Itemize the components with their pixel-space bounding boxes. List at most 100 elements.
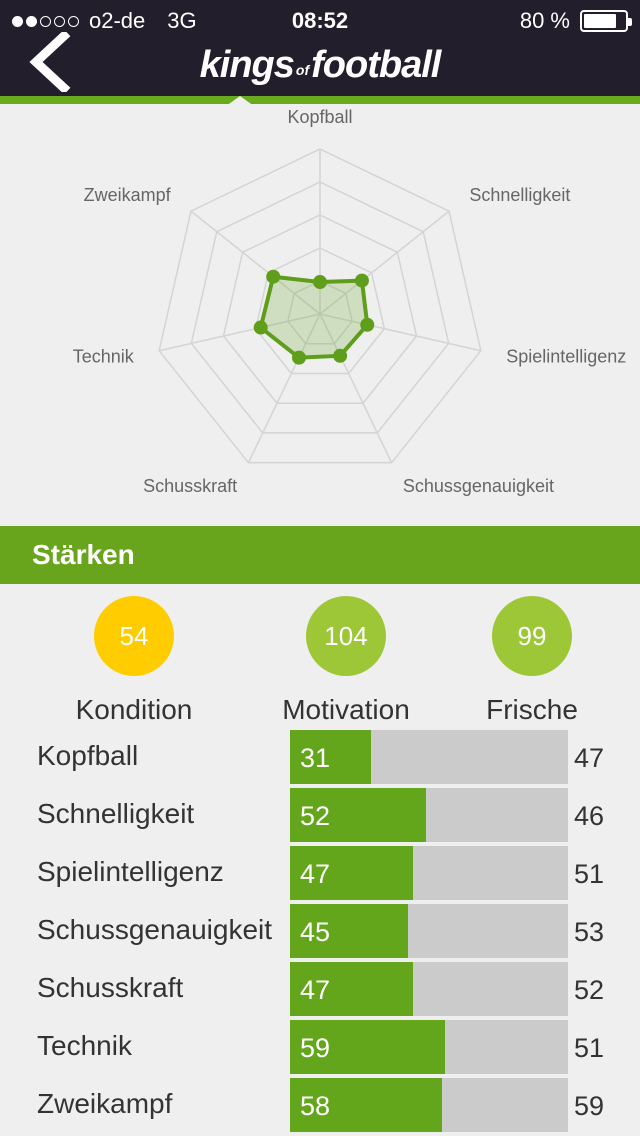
app-logo: kings offootball: [0, 44, 640, 87]
header-notch: [226, 96, 254, 106]
radar-point: [266, 269, 281, 284]
stat-kondition-circle: 54: [94, 596, 174, 676]
radar-axis-label: Schussgenauigkeit: [403, 476, 554, 496]
radar-axis-line: [319, 210, 450, 315]
stat-motivation-label: Motivation: [282, 694, 410, 725]
radar-axis-line: [319, 313, 393, 463]
radar-point: [291, 350, 306, 365]
bar-track: 59: [290, 1020, 568, 1074]
bar-label: Kopfball: [37, 740, 139, 771]
battery-info: 80 %: [519, 8, 632, 34]
radar-series-area: [258, 274, 370, 360]
bar-track: 47: [290, 962, 568, 1016]
bar-label: Technik: [37, 1030, 132, 1061]
signal-dot: [54, 15, 65, 27]
battery-level: [584, 14, 616, 28]
header-accent-strip: [0, 96, 640, 104]
signal-strength-icon: [12, 15, 79, 27]
radar-axis-label: Kopfball: [287, 107, 352, 127]
bar-value: 31: [300, 743, 331, 773]
bar-row: Schnelligkeit 52 46: [0, 788, 640, 846]
bar-track: 31: [290, 730, 568, 784]
radar-axis-line: [247, 313, 321, 463]
network-type: 3G: [167, 8, 197, 33]
bar-compare-value: 47: [574, 743, 605, 773]
radar-axis-label: Technik: [73, 347, 135, 367]
logo-football: football: [311, 44, 441, 86]
bar-fill: 59: [290, 1020, 445, 1074]
radar-grid-ring: [158, 148, 482, 464]
bar-value: 52: [300, 801, 331, 831]
logo-kings: kings: [199, 44, 295, 86]
bar-fill: 52: [290, 788, 427, 842]
stat-frische-circle: 99: [492, 596, 572, 676]
stat-frische: 99 Frische: [432, 596, 632, 726]
stat-frische-label: Frische: [486, 694, 578, 725]
bar-track: 45: [290, 904, 568, 958]
radar-axis-label: Spielintelligenz: [506, 347, 626, 367]
bar-value: 59: [300, 1033, 331, 1063]
radar-axis-label: Zweikampf: [84, 185, 172, 205]
bar-fill: 45: [290, 904, 409, 958]
radar-grid-ring: [222, 214, 418, 404]
bar-value: 47: [300, 975, 331, 1005]
bar-fill: 58: [290, 1078, 443, 1132]
bar-row: Schusskraft 47 52: [0, 962, 640, 1020]
radar-grid-ring: [190, 181, 450, 434]
status-time: 08:52: [291, 8, 349, 33]
bar-label: Zweikampf: [37, 1088, 173, 1119]
app-header: o2-de 3G 08:52 80 % kings offootball: [0, 0, 640, 96]
status-bar: o2-de 3G 08:52 80 %: [0, 0, 640, 40]
battery-percent: 80 %: [519, 8, 570, 33]
radar-grid-ring: [254, 247, 386, 375]
carrier-name: o2-de: [89, 8, 146, 33]
bar-value: 47: [300, 859, 331, 889]
battery-icon: [580, 10, 632, 32]
radar-point: [360, 317, 375, 332]
attribute-radar-chart: Kopfball Schnelligkeit Spielintelligenz Sch…: [73, 107, 627, 496]
stat-motivation-circle: 104: [306, 596, 386, 676]
section-title-staerken: Stärken: [0, 526, 640, 584]
chevron-left-icon: [29, 29, 71, 95]
radar-grid-ring: [287, 280, 353, 345]
bar-track: 47: [290, 846, 568, 900]
radar-axis-line: [158, 313, 321, 352]
bar-label: Spielintelligenz: [37, 856, 224, 887]
bar-row: Kopfball 31 47: [0, 730, 640, 788]
stat-kondition: 54 Kondition: [34, 596, 234, 726]
bar-compare-value: 51: [574, 859, 605, 889]
carrier-info: o2-de 3G: [12, 8, 197, 34]
bar-track: 52: [290, 788, 568, 842]
bar-fill: 47: [290, 962, 414, 1016]
bar-row: Zweikampf 58 59: [0, 1078, 640, 1136]
back-button[interactable]: [28, 29, 72, 95]
signal-dot: [26, 15, 37, 27]
bar-row: Technik 59 51: [0, 1020, 640, 1078]
attribute-bar-list: Kopfball 31 47 Schnelligkeit 52 46 Spielintell…: [0, 730, 640, 1136]
radar-point: [253, 320, 268, 335]
stat-circles: 54 Kondition 104 Motivation 99 Frische: [0, 596, 640, 726]
bar-row: Schussgenauigkeit 45 53: [0, 904, 640, 962]
bar-label: Schnelligkeit: [37, 798, 195, 829]
radar-point: [333, 348, 348, 363]
stat-motivation: 104 Motivation: [246, 596, 446, 726]
bar-compare-value: 46: [574, 801, 605, 831]
radar-axis-label: Schusskraft: [143, 476, 237, 496]
logo-of: of: [295, 62, 310, 78]
bar-row: Spielintelligenz 47 51: [0, 846, 640, 904]
bar-value: 58: [300, 1091, 331, 1121]
stat-kondition-label: Kondition: [75, 694, 193, 725]
bar-compare-value: 51: [574, 1033, 605, 1063]
bar-compare-value: 52: [574, 975, 605, 1005]
radar-axis-label: Schnelligkeit: [469, 185, 570, 205]
bar-label: Schussgenauigkeit: [37, 914, 273, 945]
bar-label: Schusskraft: [37, 972, 184, 1003]
signal-dot: [12, 15, 23, 27]
bar-value: 45: [300, 917, 331, 947]
bar-fill: 31: [290, 730, 372, 784]
bar-track: 58: [290, 1078, 568, 1132]
bar-compare-value: 53: [574, 917, 605, 947]
bar-compare-value: 59: [574, 1091, 605, 1121]
radar-axis-line: [190, 210, 321, 315]
signal-dot: [40, 15, 51, 27]
